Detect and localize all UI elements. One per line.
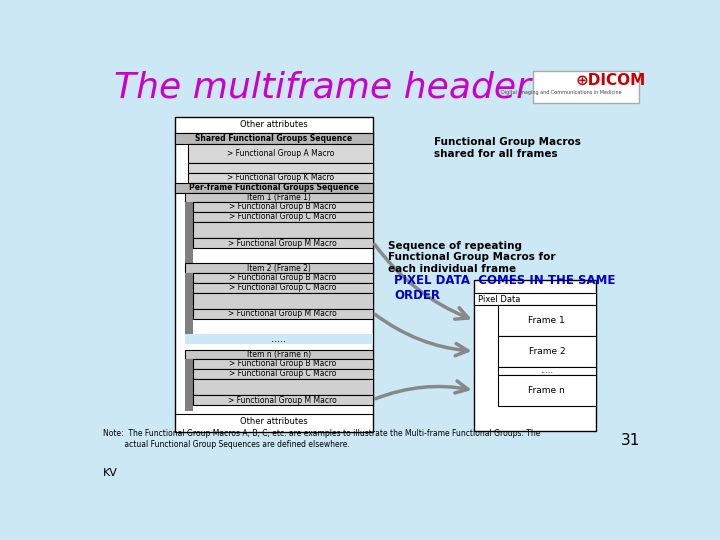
Text: Item 1 (Frame 1): Item 1 (Frame 1) xyxy=(247,193,311,202)
Text: > Functional Group C Macro: > Functional Group C Macro xyxy=(229,283,336,292)
Bar xyxy=(185,264,373,273)
Text: > Functional Group C Macro: > Functional Group C Macro xyxy=(229,212,336,221)
Text: > Functional Group M Macro: > Functional Group M Macro xyxy=(228,309,337,319)
Bar xyxy=(188,173,373,184)
Text: > Functional Group C Macro: > Functional Group C Macro xyxy=(229,369,336,379)
Text: .....: ..... xyxy=(271,334,287,344)
Bar xyxy=(175,184,373,193)
Bar xyxy=(194,309,373,319)
Text: Other attributes: Other attributes xyxy=(240,120,307,130)
Bar xyxy=(194,369,373,379)
Text: Other attributes: Other attributes xyxy=(240,417,307,426)
Bar xyxy=(185,193,373,202)
Text: > Functional Group B Macro: > Functional Group B Macro xyxy=(229,273,336,282)
Bar xyxy=(498,336,596,367)
Text: > Functional Group A Macro: > Functional Group A Macro xyxy=(227,149,334,158)
Text: Item 2 (Frame 2): Item 2 (Frame 2) xyxy=(247,264,311,273)
Bar xyxy=(194,359,373,369)
Text: KV: KV xyxy=(102,468,117,478)
Text: PIXEL DATA  COMES IN THE SAME
ORDER: PIXEL DATA COMES IN THE SAME ORDER xyxy=(395,274,616,302)
Text: > Functional Group M Macro: > Functional Group M Macro xyxy=(228,396,337,404)
Bar xyxy=(194,273,373,283)
Bar xyxy=(194,379,373,395)
Bar xyxy=(194,202,373,212)
Bar xyxy=(185,273,194,334)
Text: Frame n: Frame n xyxy=(528,386,565,395)
Text: > Functional Group B Macro: > Functional Group B Macro xyxy=(229,202,336,211)
Bar xyxy=(474,294,596,305)
Bar xyxy=(498,305,596,336)
Text: Sequence of repeating
Functional Group Macros for
each individual frame: Sequence of repeating Functional Group M… xyxy=(388,241,556,274)
Bar xyxy=(175,117,373,432)
Bar xyxy=(194,293,373,309)
Text: Frame 1: Frame 1 xyxy=(528,316,565,325)
Text: 31: 31 xyxy=(621,433,641,448)
Text: Note:  The Functional Group Macros A, B, C, etc. are examples to illustrate the : Note: The Functional Group Macros A, B, … xyxy=(102,429,540,449)
Bar xyxy=(498,367,596,375)
Text: > Functional Group K Macro: > Functional Group K Macro xyxy=(227,173,334,183)
Text: Per-frame Functional Groups Sequence: Per-frame Functional Groups Sequence xyxy=(189,184,359,192)
Text: Item n (Frame n): Item n (Frame n) xyxy=(247,350,311,359)
Text: Functional Group Macros
shared for all frames: Functional Group Macros shared for all f… xyxy=(434,137,581,159)
Text: Shared Functional Groups Sequence: Shared Functional Groups Sequence xyxy=(195,134,352,143)
Text: Digital Imaging and Communications in Medicine: Digital Imaging and Communications in Me… xyxy=(501,90,622,95)
Bar xyxy=(194,222,373,238)
Bar xyxy=(188,144,373,163)
Bar xyxy=(185,334,373,343)
Text: Frame 2: Frame 2 xyxy=(528,347,565,356)
Bar xyxy=(185,202,194,264)
Text: .....: ..... xyxy=(540,366,554,375)
Bar xyxy=(175,132,373,144)
Bar xyxy=(533,71,639,103)
Text: ⊕DICOM: ⊕DICOM xyxy=(575,73,646,87)
Bar xyxy=(474,280,596,430)
Bar xyxy=(194,212,373,222)
Bar xyxy=(194,395,373,405)
Bar xyxy=(194,283,373,293)
Text: Pixel Data: Pixel Data xyxy=(478,295,521,304)
Text: > Functional Group M Macro: > Functional Group M Macro xyxy=(228,239,337,247)
Bar xyxy=(185,359,194,411)
Text: > Functional Group B Macro: > Functional Group B Macro xyxy=(229,360,336,368)
Bar xyxy=(194,238,373,248)
Bar xyxy=(188,163,373,173)
Bar xyxy=(185,350,373,359)
Bar xyxy=(498,375,596,406)
Text: The multiframe header: The multiframe header xyxy=(114,71,531,105)
